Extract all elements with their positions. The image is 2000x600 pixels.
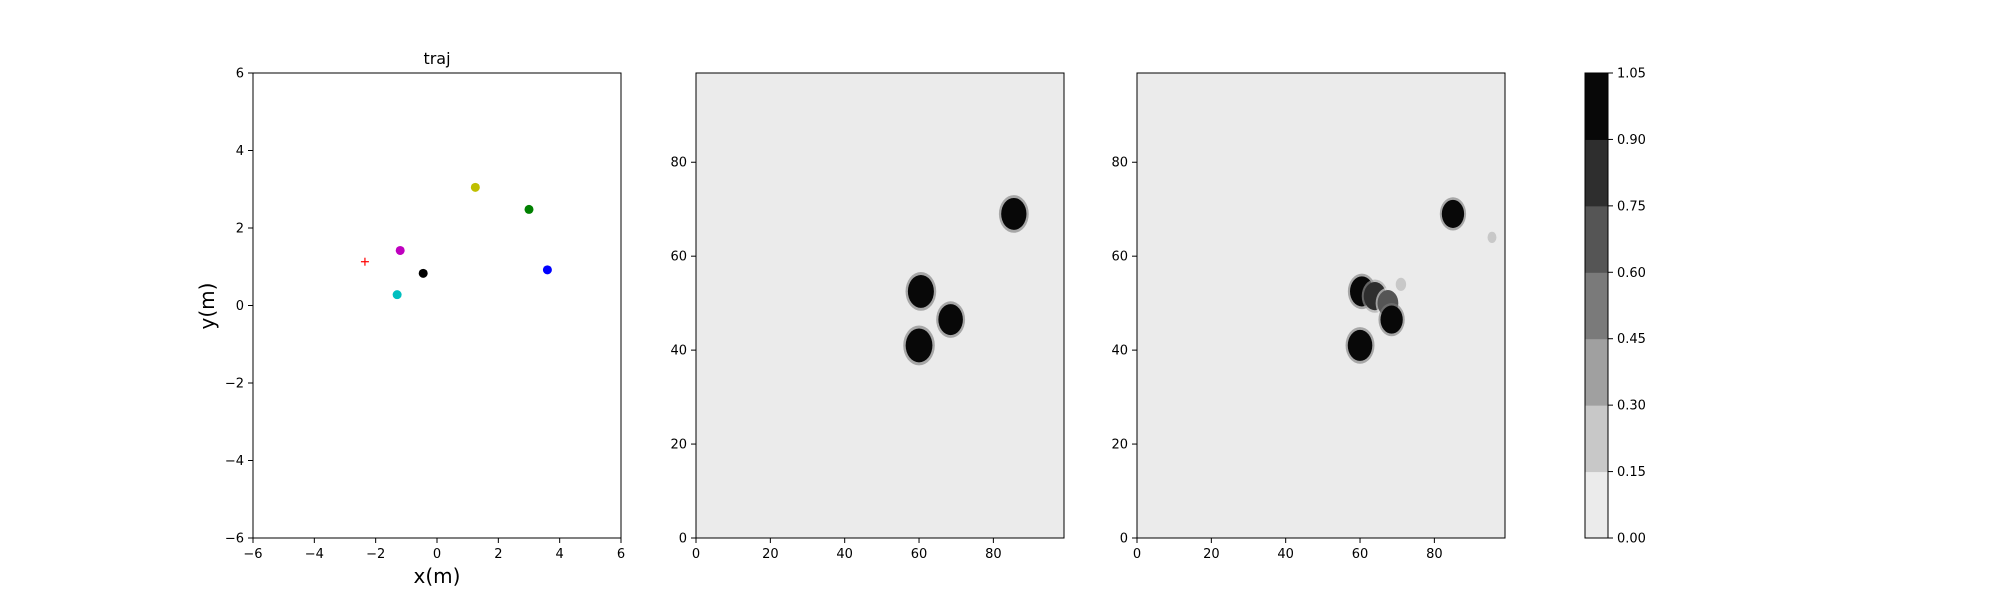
panel3-ytick-label: 0 bbox=[1120, 532, 1128, 547]
heatmap-panel-left: 0 20 40 60 80 0 20 40 60 80 bbox=[670, 72, 1065, 562]
panel3-frame bbox=[1136, 72, 1506, 539]
panel1-ytick-label: −6 bbox=[225, 532, 244, 547]
colorbar-bands bbox=[1585, 73, 1608, 539]
panel2-background bbox=[696, 73, 1064, 538]
panel1-ytick-label: 6 bbox=[236, 67, 244, 82]
colorbar-band bbox=[1585, 272, 1608, 340]
panel2-blob bbox=[1001, 197, 1027, 230]
panel2-ytick-label: 80 bbox=[670, 156, 687, 171]
panel3-xtick-label: 0 bbox=[1133, 547, 1141, 562]
panel3-blob bbox=[1380, 305, 1403, 334]
panel1-ytick-label: 0 bbox=[236, 299, 244, 314]
colorbar-tick-label: 0.60 bbox=[1617, 266, 1646, 281]
panel3-blob bbox=[1395, 277, 1407, 291]
panel3-xtick-label: 80 bbox=[1426, 547, 1443, 562]
colorbar-band bbox=[1585, 139, 1608, 207]
panel3-xtick-label: 40 bbox=[1277, 547, 1294, 562]
panel2-blob bbox=[905, 328, 933, 363]
panel3-blob bbox=[1441, 199, 1465, 228]
panel1-point bbox=[470, 182, 480, 192]
colorbar-band bbox=[1585, 405, 1608, 473]
colorbar-band bbox=[1585, 338, 1608, 406]
panel3-blob bbox=[1347, 329, 1373, 361]
panel2-frame bbox=[695, 72, 1065, 539]
colorbar-tick-label: 0.30 bbox=[1617, 399, 1646, 414]
panel2-ytick-label: 40 bbox=[670, 344, 687, 359]
panel1-xtick-label: 6 bbox=[617, 547, 625, 562]
colorbar-band bbox=[1585, 471, 1608, 539]
colorbar-ticks: 0.00 0.15 0.30 0.45 0.60 0.75 0.90 1.05 bbox=[1608, 67, 1646, 547]
colorbar-tick-label: 0.15 bbox=[1617, 465, 1646, 480]
panel1-ylabel: y(m) bbox=[195, 283, 219, 330]
panel3-xtick-label: 20 bbox=[1203, 547, 1220, 562]
colorbar-tick-label: 0.90 bbox=[1617, 133, 1646, 148]
panel1-xlabel: x(m) bbox=[414, 564, 461, 588]
panel1-ticks: −6 −4 −2 0 2 4 6 −6 −4 −2 0 2 4 6 bbox=[225, 67, 625, 563]
colorbar-tick-label: 0.75 bbox=[1617, 199, 1646, 214]
panel1-xtick-label: −6 bbox=[243, 547, 262, 562]
panel2-ytick-label: 60 bbox=[670, 250, 687, 265]
panel1-point bbox=[542, 265, 552, 275]
panel2-xtick-label: 60 bbox=[911, 547, 928, 562]
panel1-title: traj bbox=[423, 49, 450, 68]
panel2-xtick-label: 80 bbox=[985, 547, 1002, 562]
panel2-blob bbox=[907, 274, 934, 308]
panel1-xtick-label: −2 bbox=[366, 547, 385, 562]
panel1-point bbox=[395, 245, 405, 255]
panel3-ytick-label: 20 bbox=[1111, 438, 1128, 453]
heatmap-panel-right: 0 20 40 60 80 0 20 40 60 80 bbox=[1111, 72, 1506, 562]
panel1-xtick-label: 0 bbox=[433, 547, 441, 562]
panel3-blobs bbox=[1345, 197, 1498, 364]
panel2-blobs bbox=[903, 195, 1029, 366]
panel1-points bbox=[360, 182, 552, 300]
panel1-xtick-label: 2 bbox=[494, 547, 502, 562]
panel1-ytick-label: 2 bbox=[236, 222, 244, 237]
panel2-xtick-label: 0 bbox=[692, 547, 700, 562]
colorbar-band bbox=[1585, 73, 1608, 140]
panel3-ytick-label: 60 bbox=[1111, 250, 1128, 265]
panel2-ytick-label: 20 bbox=[670, 438, 687, 453]
panel1-xtick-label: −4 bbox=[305, 547, 324, 562]
trajectory-panel: traj −6 −4 −2 0 2 4 6 −6 −4 −2 0 2 4 6 x(m) y(m) bbox=[195, 49, 625, 588]
panel3-ytick-label: 80 bbox=[1111, 156, 1128, 171]
panel1-ytick-label: −4 bbox=[225, 454, 244, 469]
panel3-ticks: 0 20 40 60 80 0 20 40 60 80 bbox=[1111, 156, 1442, 562]
panel2-ytick-label: 0 bbox=[679, 532, 687, 547]
panel1-point bbox=[392, 290, 402, 300]
panel1-point bbox=[524, 204, 534, 214]
panel2-blob bbox=[938, 304, 963, 336]
panel2-ticks: 0 20 40 60 80 0 20 40 60 80 bbox=[670, 156, 1001, 562]
panel1-plot-area bbox=[252, 72, 622, 539]
panel1-goal-marker bbox=[360, 257, 369, 266]
colorbar-tick-label: 1.05 bbox=[1617, 67, 1646, 82]
colorbar-tick-label: 0.45 bbox=[1617, 332, 1646, 347]
panel3-background bbox=[1137, 73, 1505, 538]
panel3-blob bbox=[1487, 231, 1497, 244]
panel2-xtick-label: 20 bbox=[762, 547, 779, 562]
panel1-ytick-label: −2 bbox=[225, 377, 244, 392]
colorbar-frame bbox=[1584, 72, 1609, 539]
colorbar-tick-label: 0.00 bbox=[1617, 532, 1646, 547]
panel2-xtick-label: 40 bbox=[836, 547, 853, 562]
panel3-xtick-label: 60 bbox=[1352, 547, 1369, 562]
panel1-point bbox=[418, 268, 428, 278]
panel1-ytick-label: 4 bbox=[236, 144, 244, 159]
panel1-xtick-label: 4 bbox=[556, 547, 564, 562]
colorbar-band bbox=[1585, 205, 1608, 273]
colorbar: 0.00 0.15 0.30 0.45 0.60 0.75 0.90 1.05 bbox=[1584, 67, 1646, 547]
panel3-ytick-label: 40 bbox=[1111, 344, 1128, 359]
